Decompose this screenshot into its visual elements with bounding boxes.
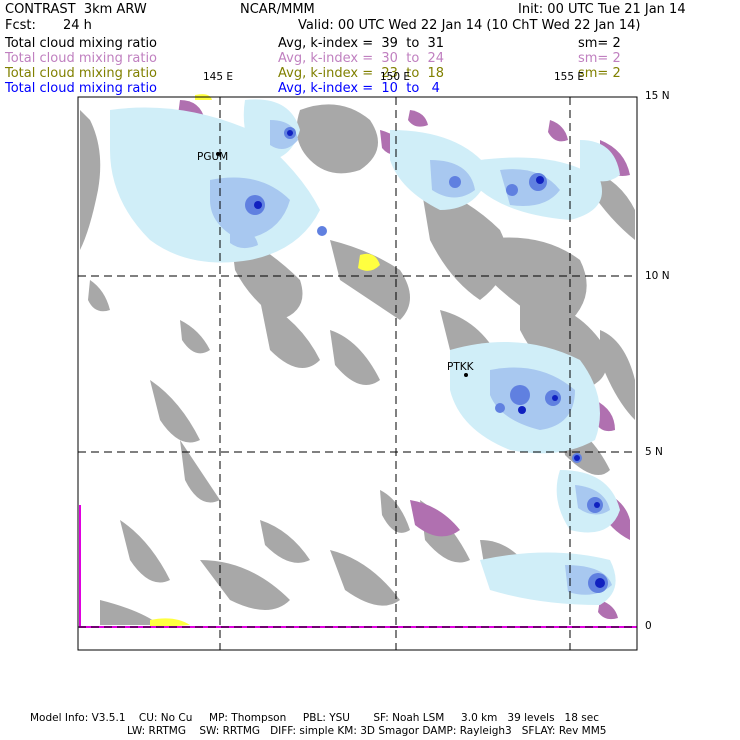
station-label-ptkk: PTKK [447,361,474,373]
legend-name-2: Total cloud mixing ratio [5,51,158,66]
forecast-label: Fcst: [5,18,36,33]
lon-label-145: 145 E [203,71,234,83]
lat-label-10: 10 N [645,270,670,282]
legend-kindex-1: Avg, k-index = 39 to 31 [278,36,445,51]
forecast-value: 24 h [63,18,92,33]
valid-time: Valid: 00 UTC Wed 22 Jan 14 (10 ChT Wed … [298,18,641,33]
legend-name-1: Total cloud mixing ratio [5,36,158,51]
legend-sm-3: sm= 2 [578,66,621,81]
map-frame [77,96,638,651]
model-title: CONTRAST 3km ARW [5,2,147,17]
legend-kindex-3: Avg, k-index = 23 to 18 [278,66,445,81]
init-time: Init: 00 UTC Tue 21 Jan 14 [518,2,686,17]
legend-sm-1: sm= 2 [578,36,621,51]
lon-label-150: 150 E [380,71,411,83]
station-label-pgum: PGUM [197,151,229,163]
blue-cloud-layer [245,127,608,593]
footer-model-info: Model Info: V3.5.1 CU: No Cu MP: Thompso… [30,712,599,724]
org-label: NCAR/MMM [240,2,315,17]
legend-kindex-4: Avg, k-index = 10 to 4 [278,81,440,96]
dark-blue-cloud-layer [254,130,605,588]
lon-label-155: 155 E [554,71,585,83]
lat-label-5: 5 N [645,446,663,458]
lat-label-15: 15 N [645,90,670,102]
station-marker-ptkk [464,373,468,377]
legend-name-3: Total cloud mixing ratio [5,66,158,81]
lat-label-0: 0 [645,620,652,632]
footer-physics-info: LW: RRTMG SW: RRTMG DIFF: simple KM: 3D … [127,725,607,737]
legend-name-4: Total cloud mixing ratio [5,81,158,96]
legend-kindex-2: Avg, k-index = 30 to 24 [278,51,445,66]
station-marker-pgum [216,152,220,156]
legend-sm-2: sm= 2 [578,51,621,66]
